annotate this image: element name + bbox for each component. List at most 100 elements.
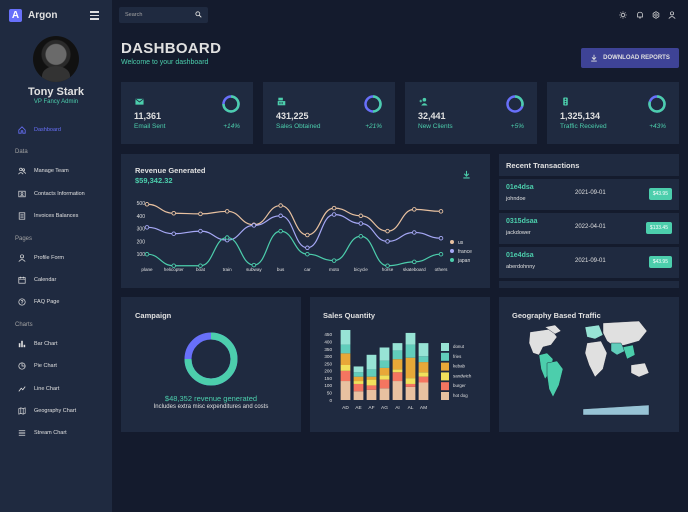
data-point	[278, 203, 283, 208]
calendar-icon	[18, 276, 26, 284]
app-logo[interactable]: A Argon	[9, 9, 57, 22]
transaction-cost-badge: $133.45	[645, 222, 672, 234]
progress-ring	[222, 95, 240, 113]
download-reports-button[interactable]: DOWNLOAD REPORTS	[581, 48, 679, 68]
world-map	[528, 320, 650, 416]
sidebar-item-profile-form[interactable]: Profile Form	[18, 254, 64, 262]
home-icon	[18, 126, 26, 134]
x-tick-label: horse	[382, 267, 394, 272]
legend-swatch	[450, 249, 454, 253]
map-region-north-america	[528, 328, 558, 356]
y-tick-label: 200	[324, 369, 332, 374]
transaction-row[interactable]: 01e4dsa johndoe 2021-09-01 $43.95	[499, 179, 679, 210]
sidebar-item-faq[interactable]: FAQ Page	[18, 298, 59, 306]
legend-label: sandwich	[453, 373, 472, 378]
x-tick-label: AD	[342, 405, 349, 411]
sidebar-item-label: Invoices Balances	[34, 213, 79, 219]
data-point	[251, 223, 257, 228]
sidebar-item-label: Dashboard	[34, 127, 61, 133]
stat-card-email: 11,361 Email Sent +14%	[121, 82, 253, 144]
transaction-user: johndoe	[506, 196, 526, 202]
campaign-progress-ring	[184, 332, 238, 386]
bar-segment	[353, 383, 364, 392]
sidebar-item-line-chart[interactable]: Line Chart	[18, 385, 59, 393]
bar-segment	[418, 382, 429, 400]
sidebar-item-manage-team[interactable]: Manage Team	[18, 167, 69, 175]
transaction-cost-badge: $43.95	[648, 188, 672, 200]
sidebar-item-stream-chart[interactable]: Stream Chart	[18, 429, 67, 437]
legend-label: us	[458, 240, 464, 246]
transaction-row[interactable]: 01e4dsa aberdohnny 2021-09-01 $43.95	[499, 247, 679, 278]
data-point	[305, 232, 310, 238]
sidebar-item-invoices[interactable]: Invoices Balances	[18, 212, 78, 220]
ring-fill	[514, 95, 524, 107]
data-point	[278, 213, 283, 219]
bar-segment	[340, 370, 351, 382]
sidebar-item-label: Bar Chart	[34, 341, 58, 347]
transaction-row[interactable]	[499, 281, 679, 288]
legend-swatch	[441, 372, 449, 381]
bar-segment	[340, 381, 351, 400]
light-mode-icon[interactable]	[619, 11, 627, 19]
sidebar-item-contacts[interactable]: Contacts Information	[18, 190, 85, 198]
revenue-line-chart: 100 200 300 400 500 plane helicopter boat train s…	[137, 201, 472, 272]
transaction-id: 01e4dsa	[506, 184, 534, 191]
legend-swatch	[441, 392, 449, 400]
stat-label: Sales Obtained	[276, 123, 321, 130]
data-point	[251, 262, 257, 268]
person-add-icon	[419, 97, 428, 106]
x-tick-label: AL	[408, 405, 414, 411]
stat-change: +21%	[365, 123, 382, 130]
bar-segment	[392, 369, 403, 373]
transaction-date: 2021-09-01	[575, 190, 606, 196]
person-icon[interactable]	[668, 11, 676, 19]
sidebar-item-pie-chart[interactable]: Pie Chart	[18, 362, 57, 370]
sidebar-item-bar-chart[interactable]: Bar Chart	[18, 340, 58, 348]
menu-toggle-icon[interactable]	[90, 11, 99, 22]
sidebar-item-label: Stream Chart	[34, 430, 67, 436]
legend-swatch	[450, 258, 454, 262]
bar-segment	[340, 330, 351, 345]
bar-segment	[392, 350, 403, 360]
y-tick-label: 100	[324, 383, 332, 388]
data-point	[358, 234, 364, 239]
sales-panel: Sales Quantity 0 50 100 150 200 250 300 350 400 4…	[310, 297, 490, 432]
download-icon[interactable]	[462, 170, 471, 179]
map-region-south-asia	[622, 344, 636, 360]
campaign-note: Includes extra misc expenditures and cos…	[153, 404, 269, 410]
progress-ring	[506, 95, 524, 113]
progress-ring	[648, 95, 666, 113]
sidebar-item-label: Calendar	[34, 277, 57, 283]
revenue-title: Revenue Generated	[135, 166, 206, 175]
x-tick-label: plane	[141, 267, 153, 272]
bar-segment	[379, 379, 390, 389]
stat-change: +43%	[649, 123, 666, 130]
transaction-id: 0315dsaa	[506, 218, 538, 225]
contacts-icon	[18, 190, 26, 198]
x-tick-label: AE	[355, 405, 361, 411]
sidebar-item-dashboard[interactable]: Dashboard	[18, 126, 61, 134]
x-tick-label: boat	[196, 267, 206, 272]
sidebar-item-geography-chart[interactable]: Geography Chart	[18, 407, 76, 415]
sales-bar-chart: 0 50 100 150 200 250 300 350 400 450 AD AE AF AG AI AL A…	[324, 330, 472, 411]
y-tick-label: 50	[327, 391, 333, 396]
bar-segment	[405, 332, 416, 345]
sidebar-item-calendar[interactable]: Calendar	[18, 276, 56, 284]
stat-card-traffic: 1,325,134 Traffic Received +43%	[547, 82, 679, 144]
bar-segment	[340, 353, 351, 365]
notifications-icon[interactable]	[636, 11, 644, 19]
ring-fill	[222, 95, 240, 113]
settings-icon[interactable]	[652, 11, 660, 19]
download-reports-label: DOWNLOAD REPORTS	[603, 55, 670, 61]
sidebar: A Argon Tony Stark VP Fancy Admin Dashbo…	[0, 0, 112, 512]
search-icon[interactable]	[195, 11, 202, 18]
progress-ring	[364, 95, 382, 113]
y-tick-label: 450	[324, 332, 332, 337]
data-point	[305, 251, 310, 257]
transaction-row[interactable]: 0315dsaa jackdower 2022-04-01 $133.45	[499, 213, 679, 244]
search-input[interactable]	[125, 10, 189, 20]
help-icon	[18, 298, 26, 306]
x-tick-label: train	[223, 267, 232, 272]
bar-segment	[418, 343, 429, 357]
data-point	[412, 259, 417, 265]
